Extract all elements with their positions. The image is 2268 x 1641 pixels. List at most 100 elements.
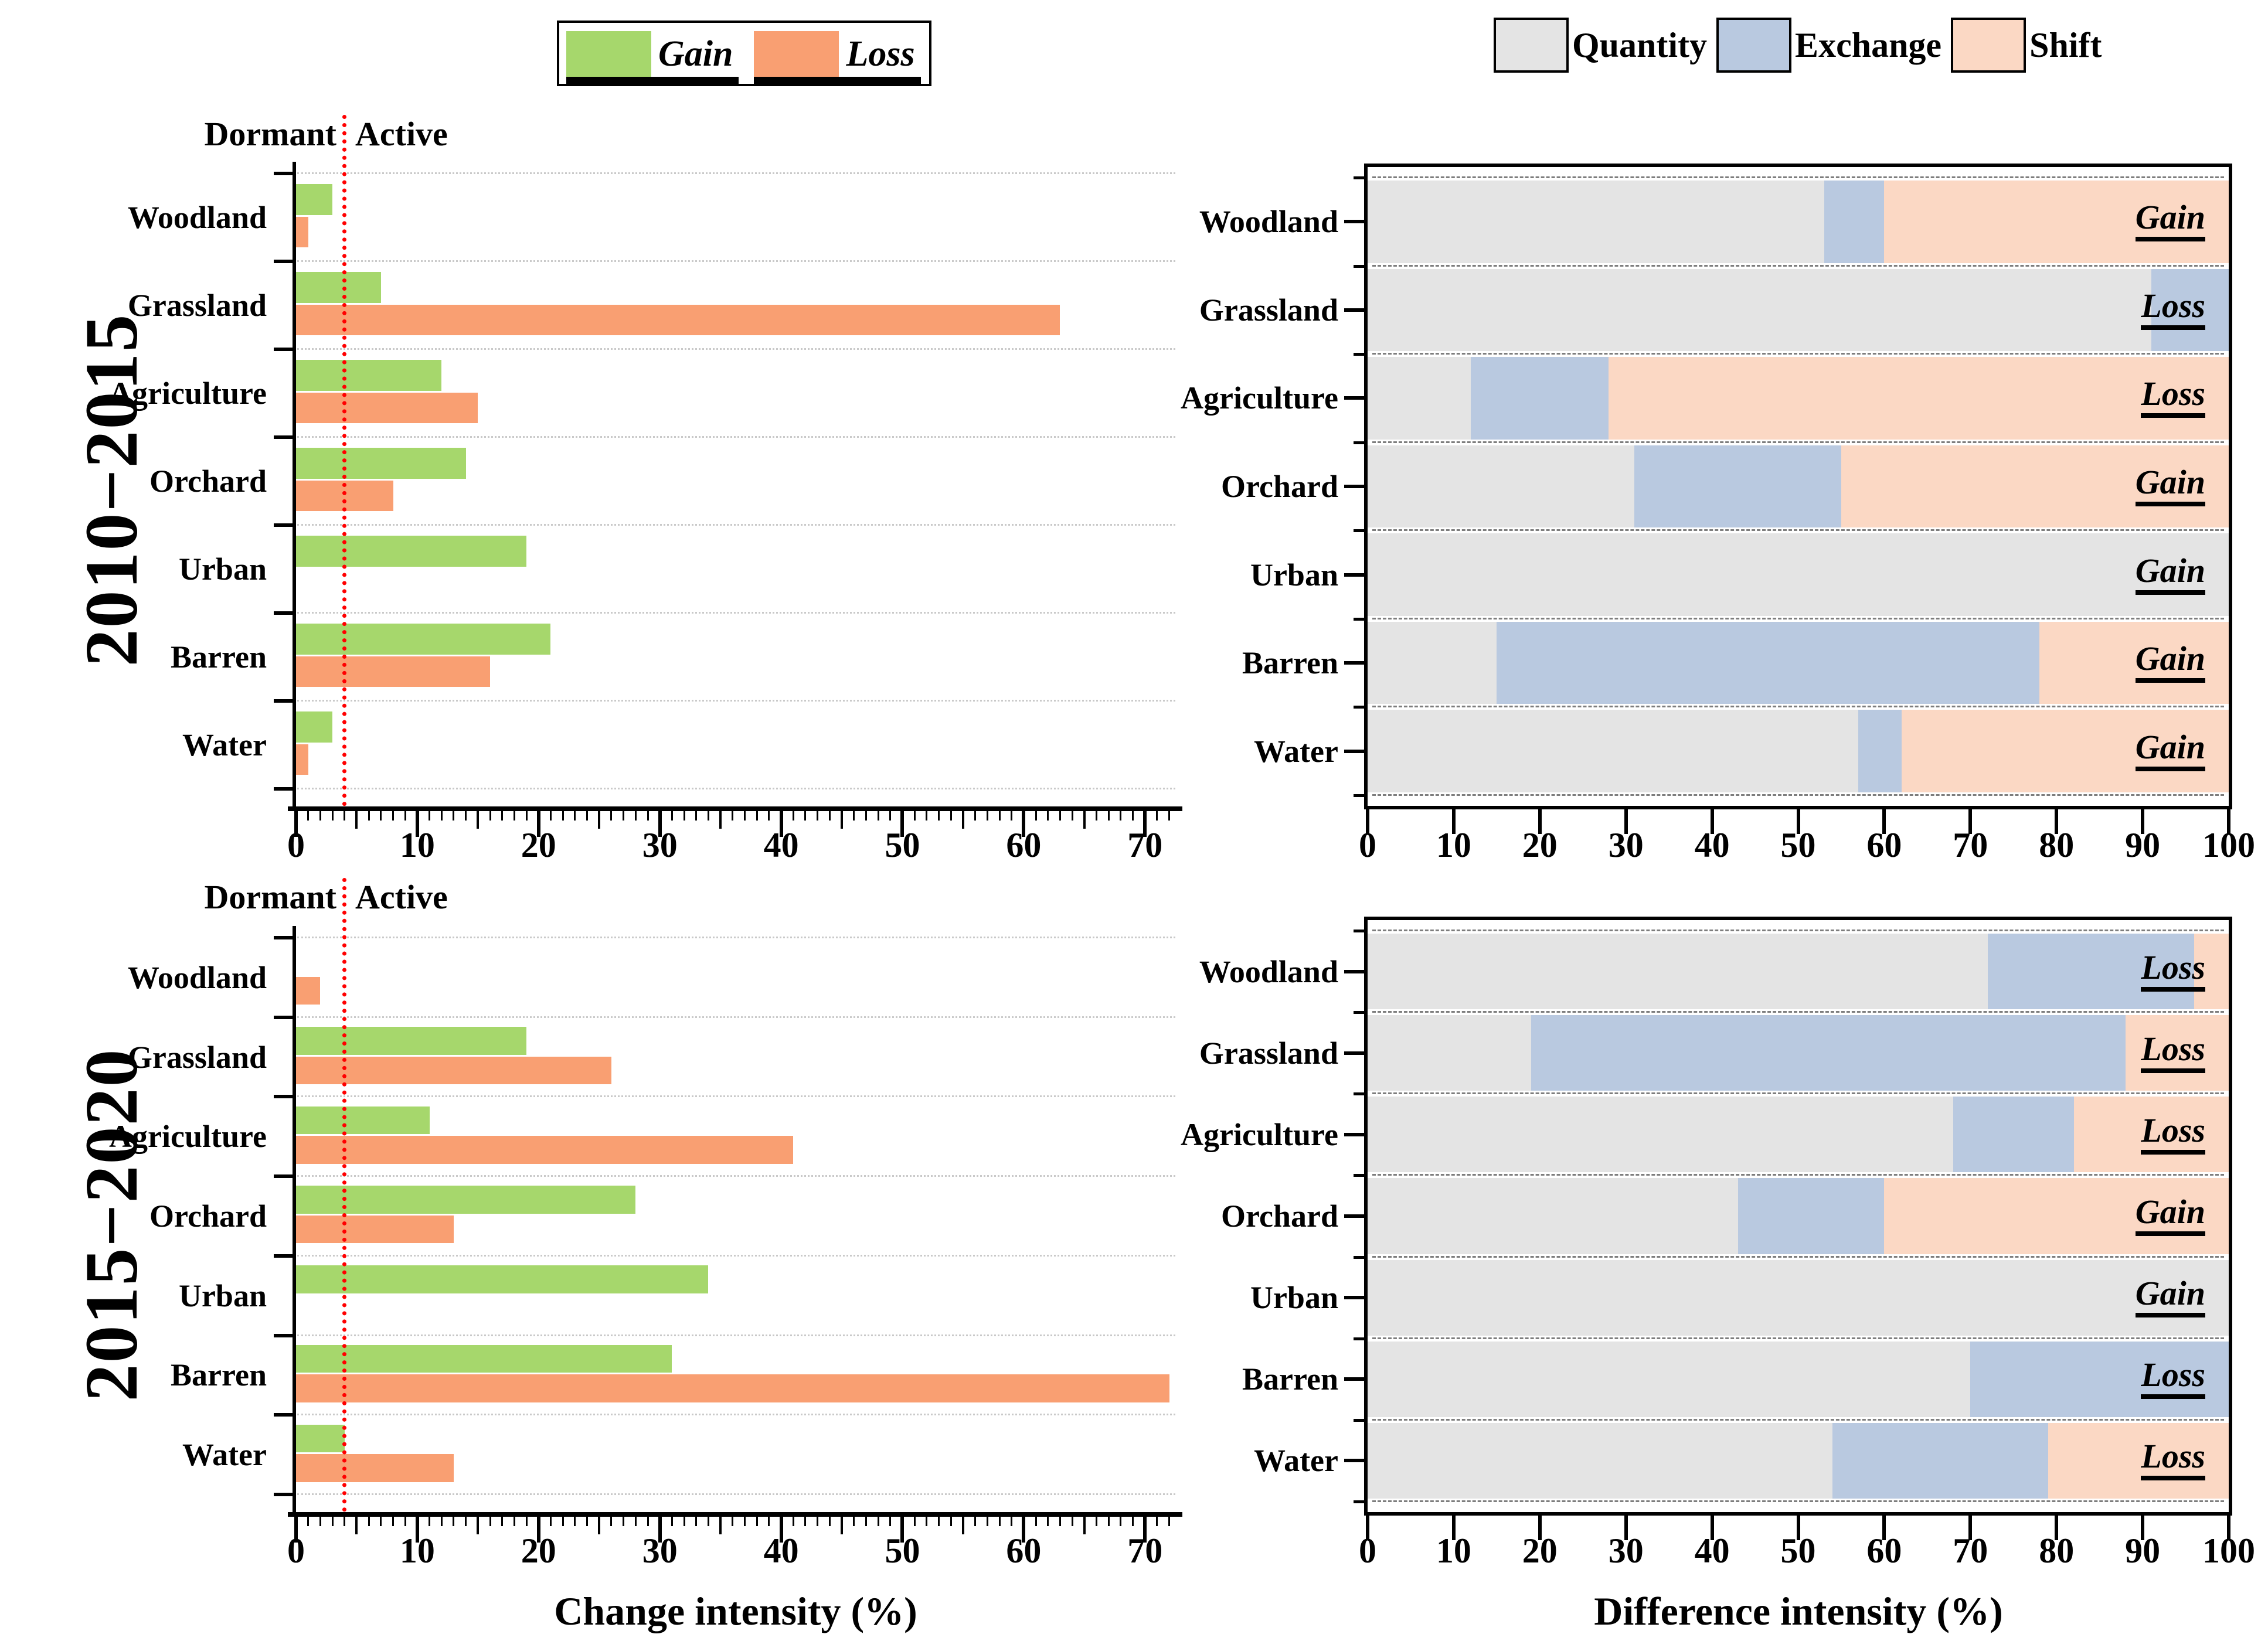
x-tick	[1882, 1516, 1886, 1540]
exchange-segment	[1531, 1015, 2126, 1091]
legend-gain-loss: Gain Loss	[557, 21, 931, 86]
category-label: Barren	[171, 1357, 267, 1393]
row-direction-label: Loss	[1953, 287, 2205, 330]
shift-segment	[1884, 1178, 2229, 1254]
y-tick	[1354, 1418, 1364, 1422]
x-tick	[562, 1517, 564, 1526]
x-tick	[1096, 811, 1098, 820]
loss-bar	[296, 1215, 454, 1244]
gain-bar	[296, 1344, 672, 1373]
exchange-segment	[1858, 710, 1902, 792]
gridline	[297, 700, 1175, 702]
legend-gain-label: Gain	[658, 34, 733, 74]
row-direction-label: Gain	[1953, 464, 2205, 506]
x-tick	[683, 1517, 685, 1526]
x-tick	[719, 811, 722, 829]
category-label: Orchard	[149, 1199, 267, 1234]
legend-loss-label: Loss	[846, 34, 915, 74]
x-tick-label: 80	[2039, 826, 2075, 864]
quantity-swatch-icon	[1494, 18, 1569, 73]
category-label: Urban	[178, 551, 267, 587]
x-tick	[865, 1517, 867, 1526]
x-tick	[2227, 1516, 2230, 1540]
y-tick-center	[1344, 485, 1364, 488]
category-label: Woodland	[127, 200, 267, 235]
gridline	[297, 524, 1175, 526]
x-tick-label: 0	[1359, 826, 1376, 864]
row-direction-text: Gain	[2135, 1194, 2205, 1236]
x-tick	[938, 1517, 940, 1526]
x-tick	[1132, 1517, 1134, 1526]
x-tick-label: 0	[1359, 1531, 1376, 1570]
y-tick	[274, 787, 296, 791]
category-label: Orchard	[1221, 1199, 1338, 1234]
gridline	[297, 1254, 1175, 1257]
x-tick-label: 50	[885, 1531, 920, 1570]
y-tick-center	[1344, 396, 1364, 400]
category-label: Woodland	[1199, 204, 1338, 240]
gridline	[1372, 617, 2224, 619]
x-tick	[841, 811, 844, 829]
x-tick	[513, 811, 515, 820]
x-tick	[1132, 811, 1134, 820]
exchange-segment	[2151, 268, 2229, 352]
gridline	[297, 436, 1175, 438]
x-tick	[707, 1517, 709, 1526]
x-tick	[792, 1517, 794, 1526]
gain-bar	[296, 536, 527, 567]
category-label: Urban	[1250, 1280, 1338, 1316]
legend-entry-exchange: Exchange	[1716, 18, 1951, 73]
gain-bar	[296, 1106, 430, 1135]
category-label: Water	[182, 727, 267, 762]
y-tick	[1354, 794, 1364, 797]
row-direction-text: Loss	[2141, 287, 2205, 330]
exchange-segment	[1471, 357, 1609, 440]
x-tick-label: 60	[1866, 1531, 1902, 1570]
quantity-segment	[1368, 1341, 1971, 1417]
y-tick-center	[1344, 661, 1364, 665]
gridline	[297, 937, 1175, 938]
x-tick	[307, 811, 310, 820]
x-tick-label: 10	[399, 1531, 435, 1570]
exchange-segment	[1970, 1341, 2229, 1417]
gain-bar	[296, 448, 466, 479]
x-tick	[950, 811, 952, 820]
x-tick	[549, 811, 552, 820]
x-tick	[1968, 1516, 1973, 1540]
x-tick-label: 70	[1953, 1531, 1988, 1570]
y-tick-center	[1344, 220, 1364, 224]
legend-quantity-label: Quantity	[1572, 26, 1708, 64]
x-tick	[1022, 811, 1026, 837]
loss-bar	[296, 304, 1060, 335]
x-tick	[586, 1517, 589, 1526]
row-direction-text: Loss	[2141, 949, 2205, 992]
exchange-segment	[1737, 1178, 1885, 1254]
row-direction-label: Loss	[1953, 1438, 2205, 1481]
legend-entry-gain: Gain	[566, 31, 739, 84]
x-tick	[1083, 1517, 1086, 1534]
category-label: Agriculture	[1181, 380, 1338, 416]
x-axis	[288, 806, 1182, 811]
x-tick	[1796, 809, 1800, 834]
row-direction-text: Loss	[2141, 1357, 2205, 1400]
x-tick	[331, 1517, 334, 1526]
quantity-segment	[1368, 934, 1988, 1010]
gridline	[1372, 1174, 2224, 1176]
gridline	[1372, 529, 2224, 532]
x-tick	[1796, 1516, 1800, 1540]
x-tick	[1035, 1517, 1037, 1526]
loss-bar	[296, 1374, 1169, 1402]
quantity-segment	[1368, 1097, 1953, 1173]
category-label: Urban	[178, 1278, 267, 1313]
y-tick	[1354, 617, 1364, 621]
x-tick	[695, 811, 698, 820]
x-tick	[841, 1517, 844, 1534]
x-tick-label: 60	[1006, 1531, 1042, 1570]
gridline	[1372, 176, 2224, 178]
gridline	[297, 1493, 1175, 1495]
legend-quantity-exchange-shift: Quantity Exchange Shift	[1494, 18, 2111, 73]
y-tick	[274, 1493, 296, 1496]
x-tick	[319, 1517, 321, 1526]
